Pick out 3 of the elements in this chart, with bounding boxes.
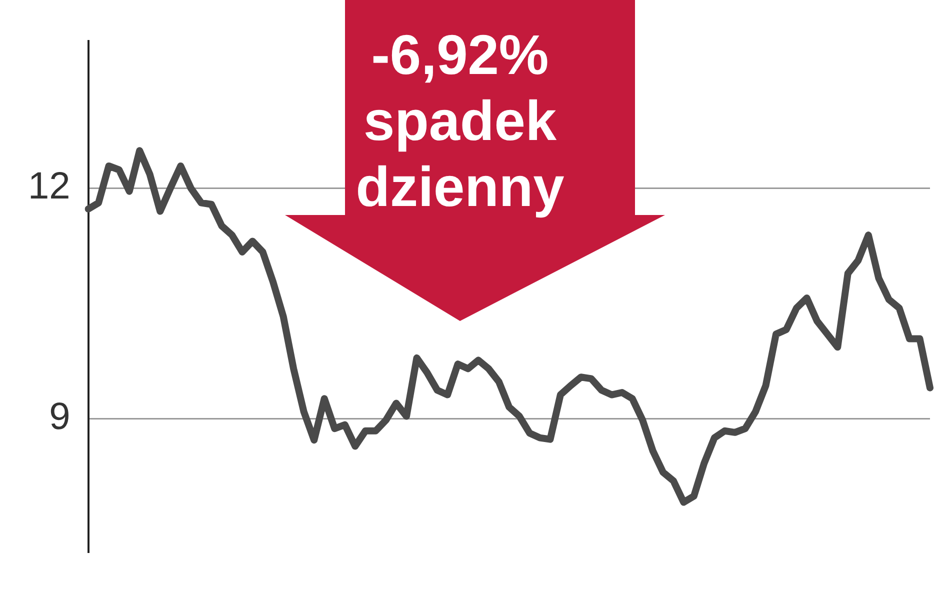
y-tick-label: 9 [49,396,70,438]
annotation: -6,92% spadek dzienny [354,22,566,220]
y-tick-label: 12 [28,166,70,208]
